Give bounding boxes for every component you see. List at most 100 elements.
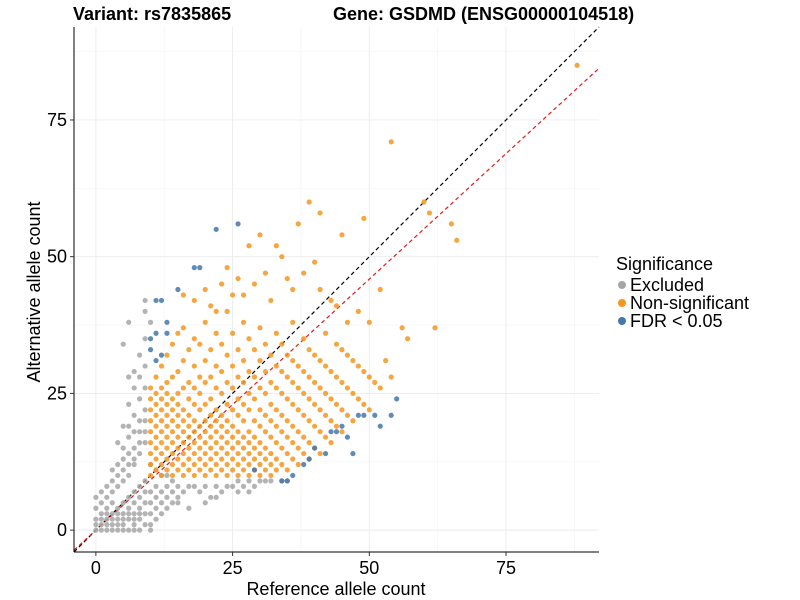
point-non-significant xyxy=(295,461,301,468)
point-non-significant xyxy=(268,297,274,304)
point-non-significant xyxy=(208,445,214,451)
point-excluded xyxy=(126,374,132,380)
point-non-significant xyxy=(246,368,252,375)
point-fdr-0-05 xyxy=(306,456,312,462)
point-excluded xyxy=(235,489,241,495)
point-non-significant xyxy=(158,450,165,457)
point-non-significant xyxy=(169,407,176,413)
point-non-significant xyxy=(147,440,154,446)
point-excluded xyxy=(169,500,176,506)
point-non-significant xyxy=(219,423,225,429)
point-non-significant xyxy=(147,429,154,435)
point-non-significant xyxy=(366,319,372,325)
point-excluded xyxy=(131,429,137,435)
point-excluded xyxy=(131,489,137,495)
point-non-significant xyxy=(322,390,329,397)
point-non-significant xyxy=(273,330,279,336)
point-excluded xyxy=(169,478,176,484)
point-non-significant xyxy=(306,418,312,424)
point-non-significant xyxy=(246,429,252,435)
point-non-significant xyxy=(306,199,312,205)
point-excluded xyxy=(137,450,143,457)
point-non-significant xyxy=(202,429,208,435)
point-non-significant xyxy=(279,461,285,468)
point-non-significant xyxy=(344,319,351,325)
legend-swatch-fdr xyxy=(618,317,626,325)
point-non-significant xyxy=(180,325,186,331)
point-excluded xyxy=(120,511,126,517)
legend-item-non-significant: Non-significant xyxy=(616,293,749,313)
point-non-significant xyxy=(202,418,208,424)
point-non-significant xyxy=(251,434,258,440)
point-non-significant xyxy=(229,330,236,336)
point-non-significant xyxy=(301,336,307,342)
point-non-significant xyxy=(240,357,247,364)
point-non-significant xyxy=(186,379,192,386)
point-excluded xyxy=(191,483,197,489)
point-fdr-0-05 xyxy=(175,286,181,293)
point-non-significant xyxy=(295,445,301,451)
point-excluded xyxy=(158,500,165,506)
point-non-significant xyxy=(339,379,345,386)
point-non-significant xyxy=(175,434,181,440)
point-non-significant xyxy=(306,396,312,402)
point-non-significant xyxy=(197,467,203,473)
point-non-significant xyxy=(268,418,274,424)
point-excluded xyxy=(137,440,143,446)
point-non-significant xyxy=(186,396,192,402)
point-non-significant xyxy=(164,467,170,473)
point-non-significant xyxy=(229,363,236,369)
point-non-significant xyxy=(219,412,225,418)
point-non-significant xyxy=(306,440,312,446)
axes xyxy=(73,27,599,553)
point-non-significant xyxy=(229,385,236,391)
point-non-significant xyxy=(284,352,290,358)
point-excluded xyxy=(98,500,104,506)
point-non-significant xyxy=(328,396,334,402)
point-non-significant xyxy=(208,434,214,440)
point-non-significant xyxy=(268,461,274,468)
point-non-significant xyxy=(251,281,258,287)
point-non-significant xyxy=(158,363,165,369)
point-excluded xyxy=(109,489,115,495)
point-excluded xyxy=(246,478,252,484)
point-non-significant xyxy=(224,450,230,457)
point-non-significant xyxy=(246,472,252,479)
point-fdr-0-05 xyxy=(153,357,159,364)
point-excluded xyxy=(164,494,170,500)
point-excluded xyxy=(137,527,143,533)
point-non-significant xyxy=(158,461,165,468)
point-excluded xyxy=(104,483,110,489)
point-non-significant xyxy=(197,407,203,413)
point-fdr-0-05 xyxy=(235,221,241,227)
point-non-significant xyxy=(202,286,208,293)
point-non-significant xyxy=(235,472,241,479)
point-non-significant xyxy=(169,461,176,468)
point-non-significant xyxy=(312,423,318,429)
point-non-significant xyxy=(213,450,219,457)
y-tick-label: 25 xyxy=(47,383,67,403)
point-non-significant xyxy=(164,379,170,386)
point-excluded xyxy=(158,489,165,495)
point-non-significant xyxy=(208,467,214,473)
point-non-significant xyxy=(350,390,356,397)
point-fdr-0-05 xyxy=(339,423,345,429)
point-non-significant xyxy=(235,396,241,402)
point-non-significant xyxy=(366,407,372,413)
point-excluded xyxy=(109,500,115,506)
point-non-significant xyxy=(273,440,279,446)
point-non-significant xyxy=(257,472,263,479)
point-excluded xyxy=(104,522,110,528)
point-non-significant xyxy=(169,440,176,446)
point-non-significant xyxy=(290,357,296,364)
point-non-significant xyxy=(262,467,269,473)
point-non-significant xyxy=(421,199,427,205)
point-non-significant xyxy=(279,368,285,375)
point-non-significant xyxy=(279,390,285,397)
point-non-significant xyxy=(273,407,279,413)
point-fdr-0-05 xyxy=(388,412,394,418)
point-non-significant xyxy=(229,423,236,429)
point-non-significant xyxy=(191,450,197,457)
point-excluded xyxy=(229,483,236,489)
